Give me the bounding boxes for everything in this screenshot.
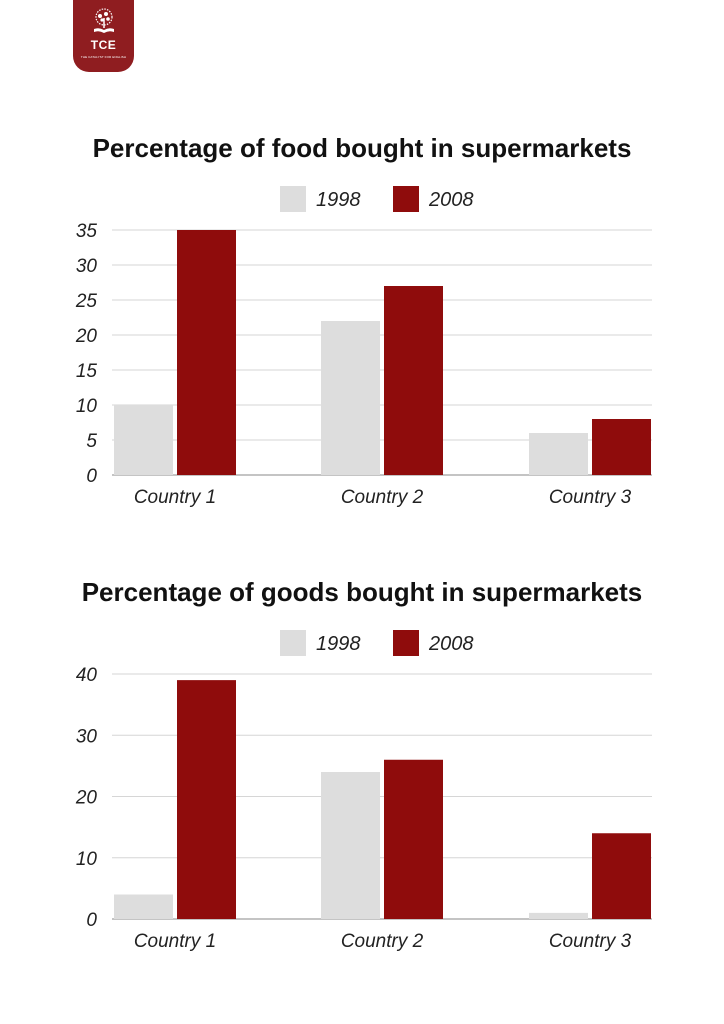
x-category-label: Country 2 (341, 931, 424, 952)
food-bar-chart: 1998 2008 0 5 10 15 20 25 30 35 Country 1 Country 2… (75, 186, 652, 508)
x-category-label: Country 1 (134, 931, 216, 952)
bar-country-3-1998 (529, 912, 588, 919)
y-tick-label: 40 (76, 665, 98, 686)
y-tick-label: 30 (76, 726, 98, 747)
bar-country-3-2008 (592, 833, 651, 919)
logo-tagline: THE CATALYST FOR ENGLISH (80, 55, 127, 59)
legend-swatch-1998 (280, 186, 306, 212)
logo-abbr: TCE (90, 38, 117, 52)
y-tick-label: 15 (76, 361, 98, 382)
y-tick-label: 20 (75, 326, 98, 347)
x-category-label: Country 2 (341, 487, 424, 508)
x-category-label: Country 1 (134, 487, 216, 508)
legend-swatch-2008 (393, 630, 419, 656)
legend-label-1998: 1998 (316, 189, 361, 211)
bar-country-3-2008 (592, 419, 651, 475)
x-category-label: Country 3 (549, 931, 632, 952)
chart-1-title: Percentage of food bought in supermarket… (92, 133, 632, 163)
y-tick-label: 25 (75, 291, 98, 312)
legend-swatch-2008 (393, 186, 419, 212)
y-tick-label: 5 (86, 431, 97, 452)
goods-bar-chart: 1998 2008 0 10 20 30 40 Country 1 Country 2 Count… (75, 630, 652, 952)
bar-country-2-2008 (384, 286, 443, 475)
bar-country-1-2008 (177, 680, 236, 919)
legend-label-2008: 2008 (428, 633, 474, 655)
legend-label-1998: 1998 (316, 633, 361, 655)
legend-swatch-1998 (280, 630, 306, 656)
x-category-label: Country 3 (549, 487, 632, 508)
y-tick-label: 20 (75, 788, 98, 809)
y-tick-label: 10 (76, 849, 98, 870)
y-tick-label: 0 (86, 910, 97, 931)
brand-logo: TCE THE CATALYST FOR ENGLISH (73, 0, 134, 72)
tree-book-icon (93, 8, 114, 33)
chart-2-title: Percentage of goods bought in supermarke… (81, 577, 643, 607)
legend-label-2008: 2008 (428, 189, 474, 211)
bar-country-1-1998 (114, 894, 173, 919)
y-tick-label: 35 (76, 221, 98, 242)
y-tick-label: 0 (86, 466, 97, 487)
bar-country-3-1998 (529, 433, 588, 475)
bar-country-2-1998 (321, 772, 380, 919)
bar-country-1-2008 (177, 230, 236, 475)
bar-country-2-1998 (321, 321, 380, 475)
bar-country-2-2008 (384, 759, 443, 919)
bar-country-1-1998 (114, 405, 173, 475)
y-tick-label: 10 (76, 396, 98, 417)
y-tick-label: 30 (76, 256, 98, 277)
